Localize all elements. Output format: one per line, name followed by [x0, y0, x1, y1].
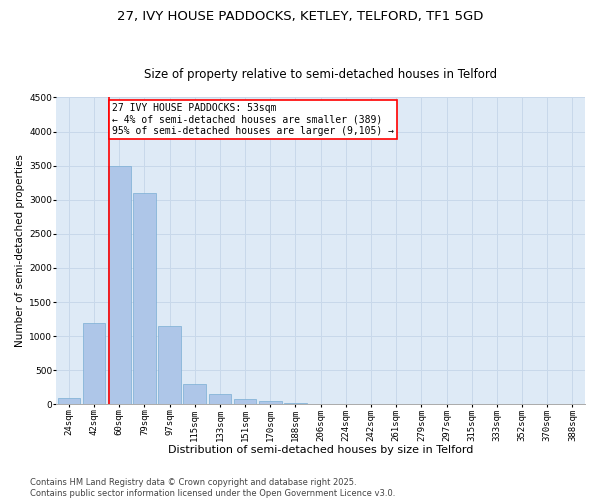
Bar	[284, 403, 307, 404]
Bar	[108, 166, 131, 404]
Text: Contains HM Land Registry data © Crown copyright and database right 2025.
Contai: Contains HM Land Registry data © Crown c…	[30, 478, 395, 498]
Bar	[58, 398, 80, 404]
Bar	[133, 193, 156, 404]
X-axis label: Distribution of semi-detached houses by size in Telford: Distribution of semi-detached houses by …	[168, 445, 473, 455]
Bar	[234, 400, 256, 404]
Bar	[259, 401, 281, 404]
Title: Size of property relative to semi-detached houses in Telford: Size of property relative to semi-detach…	[144, 68, 497, 81]
Y-axis label: Number of semi-detached properties: Number of semi-detached properties	[15, 154, 25, 348]
Text: 27, IVY HOUSE PADDOCKS, KETLEY, TELFORD, TF1 5GD: 27, IVY HOUSE PADDOCKS, KETLEY, TELFORD,…	[117, 10, 483, 23]
Bar	[83, 322, 106, 404]
Bar	[184, 384, 206, 404]
Bar	[158, 326, 181, 404]
Text: 27 IVY HOUSE PADDOCKS: 53sqm
← 4% of semi-detached houses are smaller (389)
95% : 27 IVY HOUSE PADDOCKS: 53sqm ← 4% of sem…	[112, 103, 394, 136]
Bar	[209, 394, 231, 404]
